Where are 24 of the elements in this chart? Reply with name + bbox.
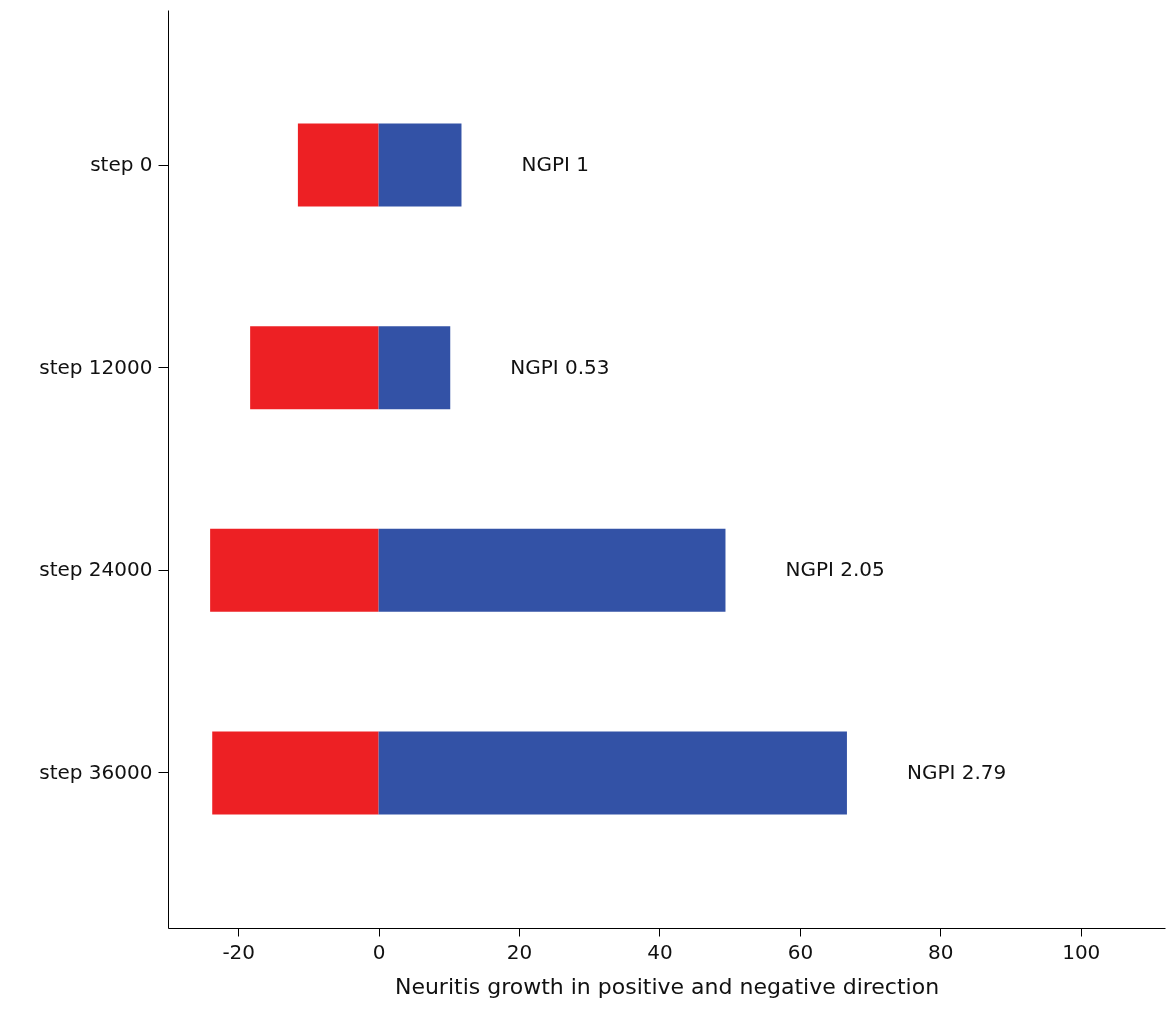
x-axis-title: Neuritis growth in positive and negative direction bbox=[394, 973, 940, 999]
annotation: NGPI 0.53 bbox=[510, 354, 610, 379]
bar bbox=[378, 123, 462, 207]
y-tick-label: step 36000 bbox=[39, 759, 153, 784]
bar bbox=[210, 528, 379, 612]
x-tick-label: 20 bbox=[506, 939, 533, 964]
annotation: NGPI 2.79 bbox=[906, 759, 1007, 784]
x-tick-label: 0 bbox=[372, 939, 386, 964]
bar bbox=[378, 528, 726, 612]
annotation: NGPI 2.05 bbox=[785, 557, 885, 582]
y-tick-label: step 12000 bbox=[39, 354, 153, 379]
annotation: NGPI 1 bbox=[521, 152, 589, 177]
x-tick-label: 60 bbox=[787, 939, 814, 964]
bar bbox=[378, 326, 451, 410]
x-tick-label: 100 bbox=[1062, 939, 1101, 964]
y-tick-label: step 24000 bbox=[39, 557, 153, 582]
x-tick-label: 80 bbox=[928, 939, 954, 964]
bar bbox=[378, 731, 847, 815]
bar bbox=[212, 731, 379, 815]
x-tick-label: 40 bbox=[647, 939, 673, 964]
bar bbox=[250, 326, 379, 410]
y-tick-label: step 0 bbox=[90, 152, 153, 177]
bar bbox=[297, 123, 379, 207]
x-tick-label: -20 bbox=[222, 939, 256, 964]
